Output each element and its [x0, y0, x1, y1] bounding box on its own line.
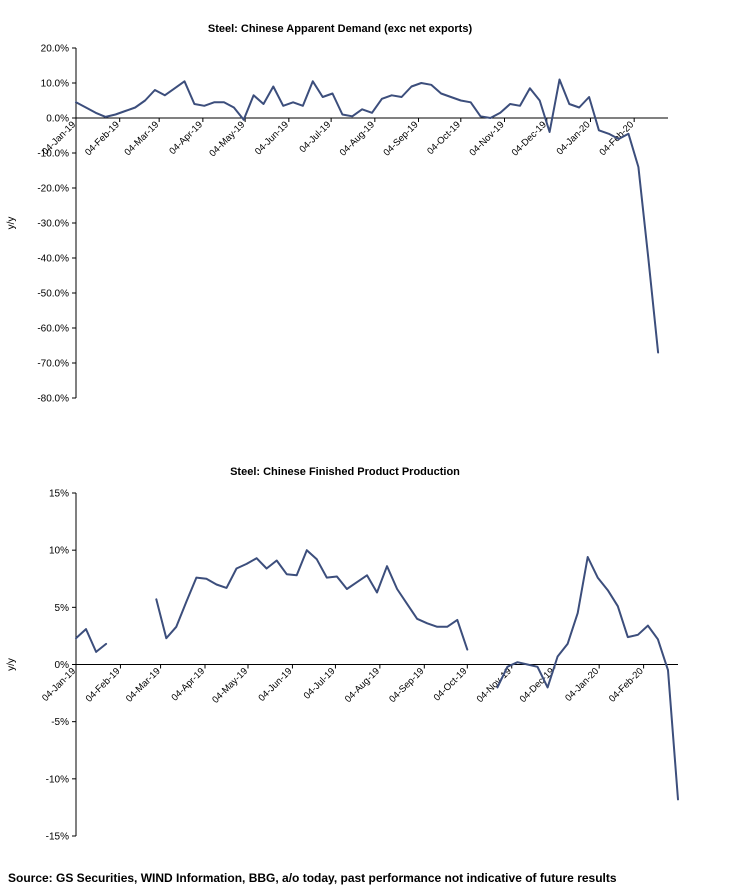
- x-tick-label: 04-Feb-19: [84, 666, 123, 705]
- series-line: [75, 628, 108, 653]
- x-tick-label: 04-Dec-19: [518, 666, 557, 705]
- y-tick-label: 0.0%: [46, 114, 69, 125]
- y-tick-label: 10%: [49, 546, 69, 557]
- y-tick-label: -5%: [51, 717, 69, 728]
- y-axis-label: y/y: [6, 658, 17, 671]
- chart-finished-production: Steel: Chinese Finished Product Producti…: [6, 466, 679, 843]
- x-tick-label: 04-Feb-20: [607, 666, 646, 705]
- y-tick-label: -10.0%: [37, 149, 69, 160]
- x-tick-label: 04-Sep-19: [387, 666, 426, 705]
- series-line: [496, 556, 669, 689]
- y-axis-label: y/y: [6, 217, 17, 230]
- x-tick-label: 04-Apr-19: [167, 119, 205, 157]
- x-tick-label: 04-Sep-19: [381, 119, 420, 158]
- x-tick-label: 04-Jul-19: [302, 666, 338, 702]
- y-tick-label: 15%: [49, 489, 69, 500]
- x-tick-label: 04-Feb-19: [83, 119, 122, 158]
- series-line: [667, 669, 679, 801]
- y-tick-label: 10.0%: [41, 79, 69, 90]
- x-tick-label: 04-Aug-19: [338, 119, 377, 158]
- x-tick-label: 04-Jul-19: [297, 119, 333, 155]
- x-tick-label: 04-Jun-19: [257, 666, 295, 704]
- x-tick-label: 04-Mar-19: [124, 666, 163, 705]
- y-tick-label: -50.0%: [37, 289, 69, 300]
- y-tick-label: 20.0%: [41, 44, 69, 55]
- x-tick-label: 04-May-19: [207, 119, 247, 159]
- series-line: [155, 549, 469, 651]
- y-tick-label: -40.0%: [37, 254, 69, 265]
- x-tick-label: 04-Aug-19: [343, 666, 382, 705]
- y-tick-label: -20.0%: [37, 184, 69, 195]
- chart-apparent-demand: Steel: Chinese Apparent Demand (exc net …: [6, 23, 668, 405]
- x-tick-label: 04-Oct-19: [432, 666, 470, 704]
- x-tick-label: 04-Jan-20: [555, 119, 593, 157]
- source-note: Source: GS Securities, WIND Information,…: [8, 871, 617, 885]
- chart-title: Steel: Chinese Finished Product Producti…: [230, 466, 460, 478]
- y-tick-label: -60.0%: [37, 324, 69, 335]
- series-line: [75, 78, 660, 354]
- chart-title: Steel: Chinese Apparent Demand (exc net …: [208, 23, 473, 35]
- y-tick-label: -15%: [46, 832, 69, 843]
- y-tick-label: 0%: [55, 660, 70, 671]
- x-tick-label: 04-Jan-19: [40, 666, 78, 704]
- x-tick-label: 04-Jan-20: [563, 666, 601, 704]
- y-tick-label: 5%: [55, 603, 70, 614]
- x-tick-label: 04-Apr-19: [169, 666, 207, 704]
- x-tick-label: 04-Nov-19: [467, 119, 506, 158]
- y-tick-label: -80.0%: [37, 394, 69, 405]
- y-tick-label: -30.0%: [37, 219, 69, 230]
- y-tick-label: -70.0%: [37, 359, 69, 370]
- x-tick-label: 04-May-19: [210, 666, 250, 706]
- x-tick-label: 04-Dec-19: [510, 119, 549, 158]
- x-tick-label: 04-Nov-19: [475, 666, 514, 705]
- x-tick-label: 04-Mar-19: [123, 119, 162, 158]
- x-tick-label: 04-Oct-19: [425, 119, 463, 157]
- y-tick-label: -10%: [46, 774, 69, 785]
- x-tick-label: 04-Jun-19: [253, 119, 291, 157]
